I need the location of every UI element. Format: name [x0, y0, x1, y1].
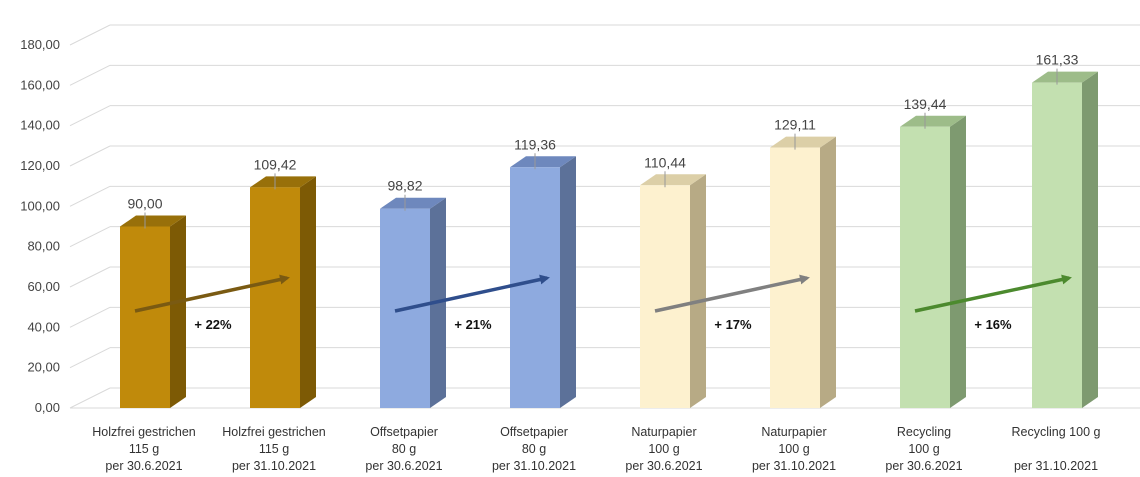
y-tick-label: 140,00 — [20, 118, 60, 133]
y-tick-label: 40,00 — [27, 319, 60, 334]
floor-edge — [69, 387, 111, 409]
bar-side — [690, 174, 706, 408]
category-label: per 31.10.2021 — [752, 459, 836, 473]
category-label: per 30.6.2021 — [365, 459, 442, 473]
gridline-diag — [69, 24, 111, 46]
bar-side — [300, 176, 316, 408]
category-label: per 31.10.2021 — [492, 459, 576, 473]
increase-label: + 22% — [194, 317, 232, 332]
bar-top — [770, 136, 836, 148]
category-label: 100 g — [908, 442, 939, 456]
increase-label: + 17% — [714, 317, 752, 332]
gridline-diag — [69, 347, 111, 369]
y-tick-label: 20,00 — [27, 360, 60, 375]
y-tick-label: 160,00 — [20, 77, 60, 92]
increase-label: + 16% — [974, 317, 1012, 332]
bar-group: 139,44 — [900, 96, 966, 409]
value-label: 109,42 — [254, 156, 297, 172]
category-label: Holzfrei gestrichen — [222, 425, 326, 439]
category-label: 100 g — [648, 442, 679, 456]
category-label: Holzfrei gestrichen — [92, 425, 196, 439]
category-label: 115 g — [259, 442, 289, 456]
bars: 90,00 109,42 98,82 119,36 110,44 129,11 139,44… — [120, 52, 1098, 409]
category-label: per 31.10.2021 — [232, 459, 316, 473]
bar-group: 129,11 — [770, 117, 836, 408]
category-label: Offsetpapier — [370, 425, 438, 439]
y-axis: 0,00 20,00 40,00 60,00 80,00 100,00 120,00 140,… — [20, 37, 60, 415]
increase-arrow — [134, 274, 290, 313]
bar — [900, 126, 950, 409]
bar-top — [120, 215, 186, 227]
category-label: 115 g — [129, 442, 159, 456]
bar-side — [560, 156, 576, 408]
gridline-diag — [69, 266, 111, 288]
bar-top — [380, 197, 446, 209]
gridline-diag — [69, 145, 111, 167]
bar-group: 109,42 — [250, 156, 316, 408]
value-label: 161,33 — [1036, 52, 1079, 68]
bar-group: 119,36 — [510, 136, 576, 408]
value-label: 98,82 — [387, 178, 422, 194]
value-label: 119,36 — [514, 136, 556, 152]
y-tick-label: 0,00 — [35, 400, 60, 415]
gridline-diag — [69, 226, 111, 248]
bar — [120, 226, 170, 408]
value-label: 110,44 — [644, 154, 686, 170]
bar-group: 110,44 — [640, 154, 706, 408]
increase-label: + 21% — [454, 317, 492, 332]
bar — [510, 167, 560, 408]
category-label: Naturpapier — [631, 425, 696, 439]
category-label: Offsetpapier — [500, 425, 568, 439]
y-tick-label: 180,00 — [20, 37, 60, 52]
category-label: 80 g — [522, 442, 546, 456]
y-tick-label: 120,00 — [20, 158, 60, 173]
value-label: 129,11 — [774, 117, 816, 133]
bar — [1032, 82, 1082, 408]
gridline-diag — [69, 185, 111, 207]
category-labels: Holzfrei gestrichen 115 g per 30.6.2021 Hol… — [92, 425, 1100, 473]
category-label: Recycling — [897, 425, 951, 439]
category-label: per 30.6.2021 — [885, 459, 962, 473]
gridline-diag — [69, 105, 111, 127]
gridlines — [69, 24, 1140, 409]
bar-top — [900, 115, 966, 127]
category-label: 80 g — [392, 442, 416, 456]
bar — [770, 147, 820, 408]
y-tick-label: 60,00 — [27, 279, 60, 294]
y-tick-label: 100,00 — [20, 198, 60, 213]
bar — [250, 187, 300, 408]
category-label: per 31.10.2021 — [1014, 459, 1098, 473]
bar-side — [820, 136, 836, 408]
category-label: Recycling 100 g — [1012, 425, 1101, 439]
increase-arrow — [914, 274, 1072, 313]
bar-side — [1082, 71, 1098, 408]
increase-arrow — [654, 274, 810, 313]
value-label: 139,44 — [904, 96, 947, 112]
category-label: per 30.6.2021 — [105, 459, 182, 473]
bar-group: 90,00 — [120, 196, 186, 408]
gridline-diag — [69, 306, 111, 328]
bar-group: 161,33 — [1032, 52, 1098, 408]
value-label: 90,00 — [127, 196, 162, 212]
bar-top — [250, 176, 316, 188]
increase-arrow — [394, 274, 550, 313]
bar-top — [510, 156, 576, 168]
category-label: 100 g — [778, 442, 809, 456]
bar-top — [1032, 71, 1098, 83]
category-label: Naturpapier — [761, 425, 826, 439]
increase-arrows: + 22% + 21% + 17% + 16% — [134, 274, 1072, 332]
bar — [640, 185, 690, 408]
y-tick-label: 80,00 — [27, 239, 60, 254]
bar-top — [640, 174, 706, 186]
bar-side — [170, 215, 186, 408]
bar-side — [950, 115, 966, 409]
gridline-diag — [69, 64, 111, 86]
bar-group: 98,82 — [380, 178, 446, 408]
category-label: per 30.6.2021 — [625, 459, 702, 473]
